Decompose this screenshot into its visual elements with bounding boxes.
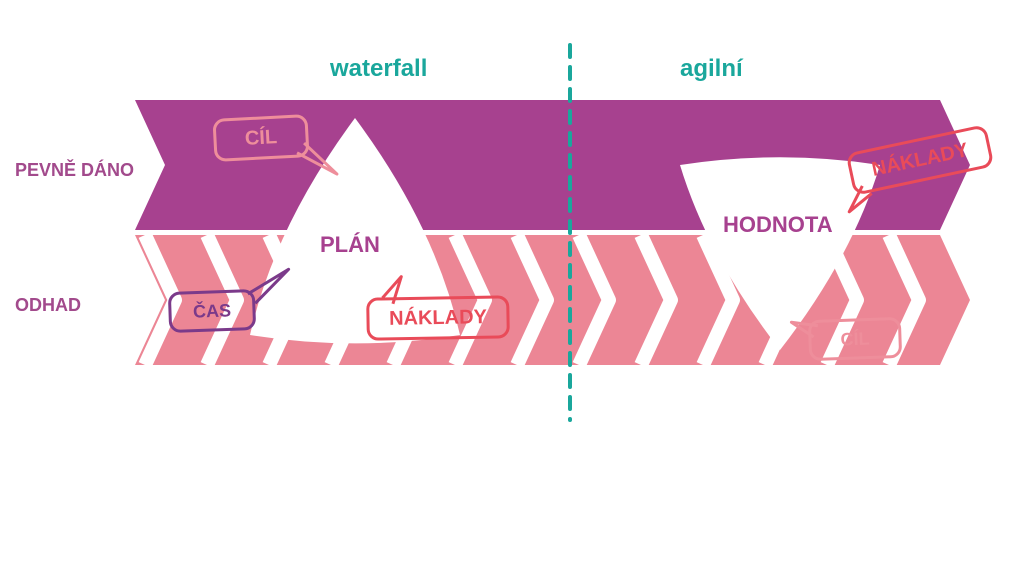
triangle-left-label: PLÁN [320, 232, 380, 258]
bubble-cil-left-text: CÍL [214, 116, 308, 161]
bubble-naklady-left-text: NÁKLADY [368, 297, 509, 339]
triangle-right-label: HODNOTA [723, 212, 833, 238]
bubble-cas-text: ČAS [169, 291, 254, 332]
diagram-stage: waterfall agilní PEVNĚ DÁNO ODHAD PLÁN H… [0, 0, 1024, 576]
bubble-cil-right-text: CÍL [809, 318, 900, 359]
svg-layer [0, 0, 1024, 576]
